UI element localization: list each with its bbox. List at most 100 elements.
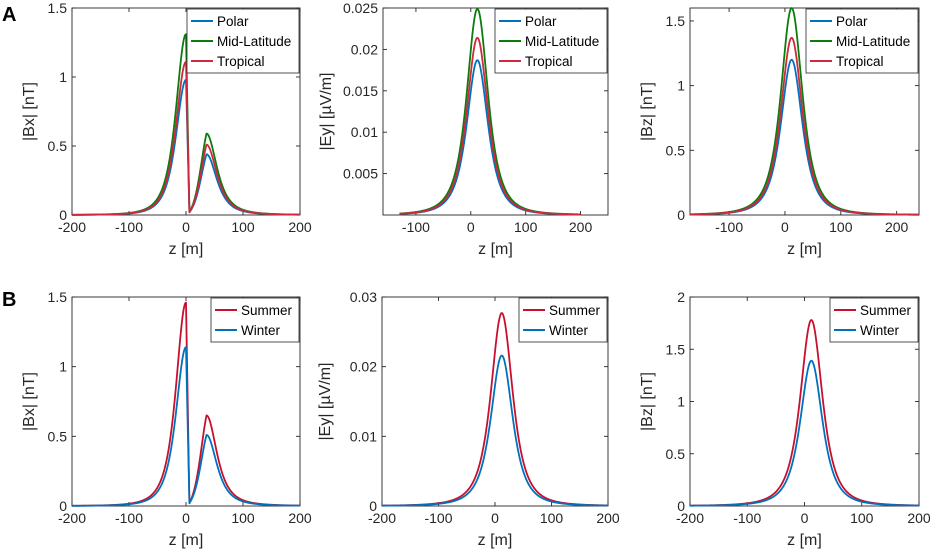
legend: Summer Winter <box>210 297 300 343</box>
x-tick-label: -100 <box>733 510 761 526</box>
x-tick-label: -100 <box>402 219 430 235</box>
y-axis-label: |Ey| [µV/m] <box>318 73 335 151</box>
legend-label: Winter <box>860 323 900 338</box>
y-tick-label: 1 <box>677 394 685 410</box>
y-axis-label: |Bz| [nT] <box>639 372 656 431</box>
x-tick-label: -100 <box>115 219 143 235</box>
y-axis-label: |Bx| [nT] <box>21 82 38 141</box>
x-tick-label: 0 <box>491 510 499 526</box>
legend: Polar Mid-Latitude Tropical <box>805 8 919 74</box>
x-tick-label: 100 <box>829 219 853 235</box>
y-tick-label: 0.02 <box>350 359 377 375</box>
series-line-polar <box>689 58 920 216</box>
x-axis-label: z [m] <box>169 532 204 549</box>
x-axis-label: z [m] <box>787 532 822 549</box>
x-tick-label: -200 <box>58 510 86 526</box>
plot-area <box>382 7 609 216</box>
x-tick-label: 200 <box>288 219 312 235</box>
legend-label: Polar <box>525 14 557 29</box>
x-axis-label: z [m] <box>478 532 513 549</box>
series-line-winter <box>381 354 609 507</box>
legend: Polar Mid-Latitude Tropical <box>494 8 608 74</box>
x-tick-label: -200 <box>676 510 704 526</box>
y-tick-label: 0.5 <box>48 428 68 444</box>
legend-label: Winter <box>549 323 589 338</box>
series-line-summer <box>689 319 920 507</box>
legend-label: Polar <box>836 14 868 29</box>
y-tick-label: 1 <box>59 69 67 85</box>
chart-1: -200 -100 0 100 200 0 0.5 1 1.5 z [m] |Bx| [nT] Pol… <box>21 0 312 258</box>
x-tick-label: 200 <box>885 219 909 235</box>
legend: Summer Winter <box>518 297 608 343</box>
chart-5: -200 -100 0 100 200 0 0.01 0.02 0.03 z [m] |Ey| [µ… <box>317 289 620 549</box>
y-axis-label: |Bz| [nT] <box>639 82 656 141</box>
x-tick-label: -100 <box>715 219 743 235</box>
y-tick-label: 0 <box>59 207 67 223</box>
legend-label: Mid-Latitude <box>836 34 910 49</box>
x-tick-label: 100 <box>540 510 564 526</box>
x-tick-label: 200 <box>288 510 312 526</box>
x-tick-label: 0 <box>182 219 190 235</box>
x-tick-label: 200 <box>907 510 931 526</box>
legend-label: Mid-Latitude <box>217 34 291 49</box>
y-tick-label: 0.02 <box>351 41 378 57</box>
y-tick-label: 1.5 <box>666 13 686 29</box>
y-tick-label: 0.5 <box>666 142 686 158</box>
legend-box <box>210 297 300 343</box>
x-tick-label: -100 <box>424 510 452 526</box>
legend-box <box>518 297 608 343</box>
y-tick-label: 0 <box>677 207 685 223</box>
y-tick-label: 0.5 <box>666 446 686 462</box>
y-tick-label: 0.005 <box>343 166 378 182</box>
x-axis-label: z [m] <box>787 241 822 258</box>
legend-label: Summer <box>549 303 601 318</box>
x-tick-label: 200 <box>569 219 593 235</box>
x-tick-label: 100 <box>231 219 255 235</box>
plot-area <box>689 7 920 216</box>
chart-4: -200 -100 0 100 200 0 0.5 1 1.5 z [m] |Bx| [nT] Sum… <box>21 289 312 549</box>
chart-6: -200 -100 0 100 200 0 0.5 1 1.5 2 z [m] |Bz| [nT] Su… <box>639 289 931 549</box>
x-axis-label: z [m] <box>478 241 513 258</box>
y-tick-label: 1 <box>59 359 67 375</box>
legend-label: Polar <box>217 14 249 29</box>
legend-label: Summer <box>860 303 912 318</box>
series-line-polar <box>399 59 581 216</box>
y-tick-label: 1.5 <box>48 289 68 305</box>
y-tick-label: 1 <box>677 78 685 94</box>
legend-label: Summer <box>241 303 293 318</box>
y-tick-label: 0.01 <box>350 428 377 444</box>
legend-label: Mid-Latitude <box>525 34 599 49</box>
chart-2: -100 0 100 200 0.005 0.01 0.015 0.02 0.025 z [m] |… <box>318 0 609 258</box>
legend-label: Tropical <box>217 54 265 69</box>
y-axis-label: |Bx| [nT] <box>21 372 38 431</box>
y-tick-label: 0.03 <box>350 289 377 305</box>
x-tick-label: 0 <box>467 219 475 235</box>
x-tick-label: 100 <box>514 219 538 235</box>
y-tick-label: 0 <box>677 498 685 514</box>
y-tick-label: 1.5 <box>48 0 68 16</box>
series-line-tropical <box>71 60 301 216</box>
series-line-tropical <box>399 36 581 216</box>
series-line-tropical <box>689 36 920 216</box>
legend: Polar Mid-Latitude Tropical <box>186 8 300 74</box>
panel-label-b: B <box>2 289 16 311</box>
y-axis-label: |Ey| [µV/m] <box>317 363 334 441</box>
y-tick-label: 0.5 <box>48 138 68 154</box>
y-tick-label: 0.015 <box>343 83 378 99</box>
x-tick-label: -200 <box>58 219 86 235</box>
chart-3: -100 0 100 200 0 0.5 1 1.5 z [m] |Bz| [nT] Polar Mi… <box>639 7 920 258</box>
y-tick-label: 0.025 <box>343 0 378 16</box>
series-line-winter <box>71 346 301 507</box>
y-tick-label: 0 <box>59 498 67 514</box>
x-tick-label: 0 <box>182 510 190 526</box>
y-tick-label: 1.5 <box>666 341 686 357</box>
x-tick-label: 100 <box>231 510 255 526</box>
x-tick-label: 200 <box>596 510 620 526</box>
x-axis-label: z [m] <box>169 241 204 258</box>
legend-label: Tropical <box>836 54 884 69</box>
y-tick-label: 0 <box>369 498 377 514</box>
x-tick-label: -200 <box>368 510 396 526</box>
series-line-winter <box>689 359 920 507</box>
